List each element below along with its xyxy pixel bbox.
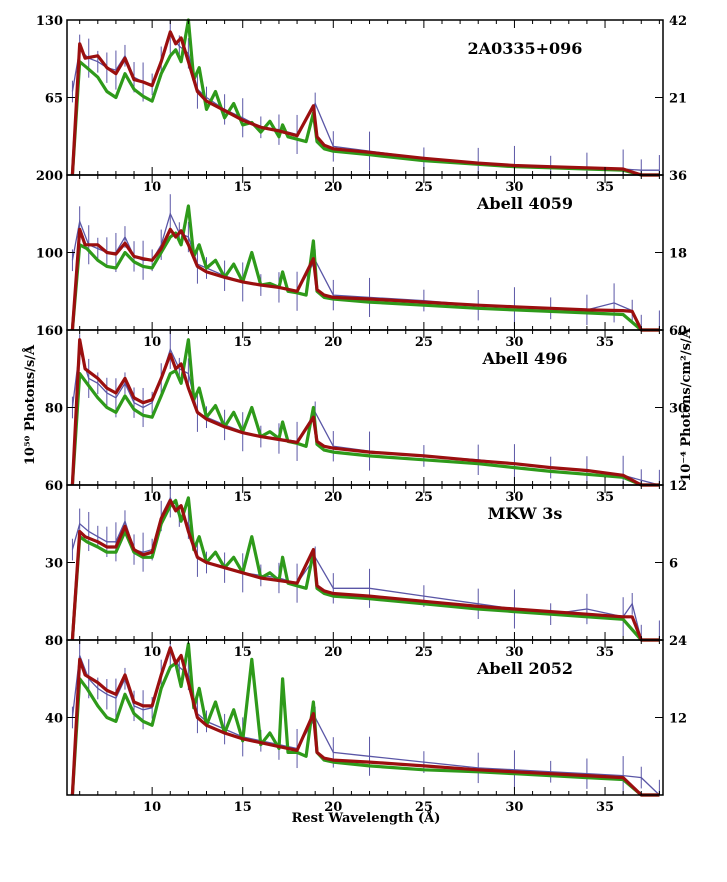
x-tick-label: 20 <box>324 800 342 815</box>
red-model-series <box>70 227 660 332</box>
x-tick-label: 20 <box>324 645 342 660</box>
x-tick-label: 25 <box>415 335 433 350</box>
y-tick-label-left: 80 <box>45 634 63 649</box>
x-tick-label: 25 <box>415 645 433 660</box>
x-tick-label: 25 <box>415 800 433 815</box>
x-tick-label: 15 <box>234 645 252 660</box>
y-tick-label-right: 6 <box>669 557 678 572</box>
y-tick-label-right: 36 <box>669 169 687 184</box>
red-model-series <box>70 338 660 487</box>
green-model-series <box>70 642 660 797</box>
y-tick-label-right: 18 <box>669 247 687 262</box>
x-tick-label: 10 <box>143 490 161 505</box>
y-tick-label-right: 24 <box>669 634 687 649</box>
panel-5: 10 15 20 25 30 35 40 80 12 24 Abell 2052 <box>45 634 687 815</box>
green-model-series <box>70 338 660 487</box>
x-tick-label: 35 <box>596 645 614 660</box>
y-tick-label-right: 42 <box>669 14 687 29</box>
green-model-series <box>70 204 660 332</box>
x-tick-label: 30 <box>505 335 523 350</box>
panel-title: Abell 2052 <box>476 659 573 678</box>
y-axis-label-left: 10⁵⁰ Photons/s/Å <box>22 344 38 465</box>
y-tick-label-left: 200 <box>36 169 63 184</box>
y-tick-label-left: 40 <box>45 712 63 727</box>
data-series <box>71 648 660 796</box>
y-tick-label-right: 12 <box>669 479 687 494</box>
x-tick-label: 35 <box>596 490 614 505</box>
panel-title: 2A0335+096 <box>468 39 583 58</box>
data-series <box>71 347 660 486</box>
x-tick-label: 15 <box>234 490 252 505</box>
panel-title: Abell 4059 <box>476 194 573 213</box>
x-tick-label: 15 <box>234 335 252 350</box>
x-tick-label: 35 <box>596 800 614 815</box>
panel-3: 10 15 20 25 30 35 80 160 30 60 Abell 496 <box>36 324 687 505</box>
red-model-series <box>70 646 660 797</box>
y-tick-label-right: 12 <box>669 712 687 727</box>
x-tick-label: 30 <box>505 645 523 660</box>
panel-2: 10 15 20 25 30 35 100 200 18 36 Abell 4059 <box>36 169 687 350</box>
green-model-series <box>70 18 660 177</box>
y-tick-label-left: 80 <box>45 402 63 417</box>
x-tick-label: 20 <box>324 335 342 350</box>
x-tick-label: 35 <box>596 335 614 350</box>
x-tick-label: 30 <box>505 490 523 505</box>
panel-4: 10 15 20 25 30 35 30 60 6 12 MKW 3s <box>45 479 687 660</box>
y-axis-label-right: 10⁻⁴ Photons/cm²/s/Å <box>678 327 694 481</box>
x-tick-label: 35 <box>596 180 614 195</box>
red-model-series <box>70 498 660 642</box>
x-tick-label: 30 <box>505 800 523 815</box>
y-tick-label-left: 130 <box>36 14 63 29</box>
y-tick-label-left: 60 <box>45 479 63 494</box>
x-tick-label: 30 <box>505 180 523 195</box>
x-tick-label: 25 <box>415 180 433 195</box>
x-tick-label: 10 <box>143 180 161 195</box>
x-tick-label: 25 <box>415 490 433 505</box>
panel-1: 10 15 20 25 30 35 65 130 21 42 2A0335+096 <box>36 14 687 195</box>
y-tick-label-right: 21 <box>669 92 687 107</box>
y-tick-label-left: 65 <box>45 92 63 107</box>
panel-title: Abell 496 <box>482 349 568 368</box>
x-tick-label: 10 <box>143 335 161 350</box>
panel-title: MKW 3s <box>488 504 563 523</box>
red-model-series <box>70 30 660 177</box>
x-tick-label: 10 <box>143 800 161 815</box>
y-tick-label-left: 100 <box>36 247 63 262</box>
y-tick-label-right: 30 <box>669 402 687 417</box>
x-tick-label: 20 <box>324 180 342 195</box>
x-tick-label: 20 <box>324 490 342 505</box>
error-bars <box>71 330 660 485</box>
x-axis-label: Rest Wavelength (Å) <box>292 810 441 826</box>
x-tick-label: 15 <box>234 180 252 195</box>
y-tick-label-right: 60 <box>669 324 687 339</box>
y-tick-label-left: 30 <box>45 557 63 572</box>
x-tick-label: 10 <box>143 645 161 660</box>
plot-frame <box>66 639 664 796</box>
x-tick-label: 15 <box>234 800 252 815</box>
y-tick-label-left: 160 <box>36 324 63 339</box>
